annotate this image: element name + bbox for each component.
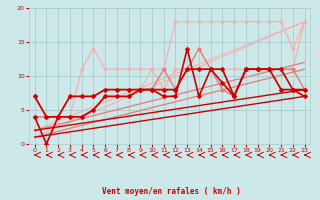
Text: Vent moyen/en rafales ( km/h ): Vent moyen/en rafales ( km/h ): [102, 187, 241, 196]
